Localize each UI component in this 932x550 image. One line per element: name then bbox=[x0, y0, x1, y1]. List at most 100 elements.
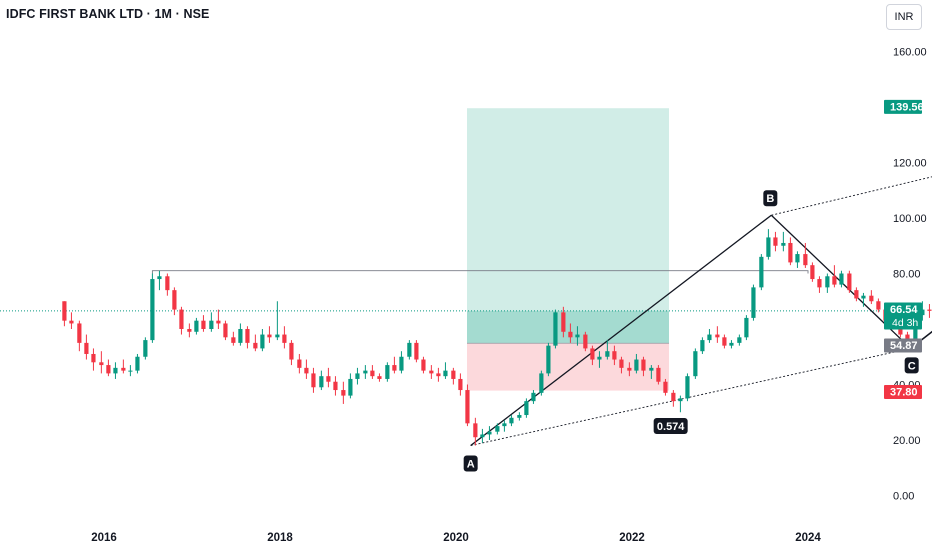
currency-button[interactable]: INR bbox=[886, 4, 922, 30]
candle-body bbox=[267, 334, 272, 338]
candle-body bbox=[157, 276, 162, 280]
time-tick: 2020 bbox=[443, 532, 469, 544]
point-c-marker: C bbox=[904, 357, 919, 374]
candle bbox=[795, 251, 800, 268]
candle bbox=[495, 423, 500, 435]
candle-body bbox=[458, 378, 463, 391]
candle bbox=[751, 284, 756, 321]
candle-body bbox=[495, 426, 500, 432]
candle bbox=[231, 331, 236, 346]
candle-body bbox=[751, 287, 756, 318]
candle bbox=[766, 229, 771, 260]
candle-body bbox=[546, 345, 551, 374]
candle bbox=[157, 270, 162, 291]
candle-body bbox=[311, 373, 316, 388]
candle bbox=[77, 320, 82, 352]
candle-body bbox=[781, 242, 786, 246]
target-price-label-bg bbox=[884, 99, 922, 114]
last-price-label-text: 66.54 bbox=[890, 304, 918, 316]
candle bbox=[927, 304, 932, 318]
candle bbox=[363, 365, 368, 379]
candle bbox=[759, 254, 764, 291]
candle-body bbox=[920, 309, 925, 316]
symbol-title[interactable]: IDFC FIRST BANK LTD · 1M · NSE bbox=[6, 7, 210, 21]
time-tick: 2016 bbox=[91, 532, 117, 544]
candle bbox=[172, 287, 177, 316]
candle bbox=[377, 373, 382, 382]
candle bbox=[150, 273, 155, 343]
candle-body bbox=[135, 356, 140, 371]
candle-body bbox=[759, 256, 764, 288]
candle-body bbox=[729, 342, 734, 346]
candle-body bbox=[583, 334, 588, 349]
candle-body bbox=[275, 334, 280, 338]
candle bbox=[788, 237, 793, 266]
candle-body bbox=[561, 312, 566, 332]
candle bbox=[443, 362, 448, 379]
candle bbox=[605, 340, 610, 360]
candle-body bbox=[656, 367, 661, 382]
candle bbox=[297, 353, 302, 374]
candle bbox=[355, 367, 360, 385]
candle-body bbox=[216, 320, 221, 324]
candle-body bbox=[715, 334, 720, 338]
candle-body bbox=[399, 356, 404, 371]
candle-body bbox=[84, 342, 89, 354]
candle bbox=[407, 340, 412, 360]
candle-body bbox=[861, 295, 866, 299]
candle-body bbox=[744, 317, 749, 338]
stop-price-label-text: 37.80 bbox=[890, 386, 918, 398]
candle bbox=[128, 365, 133, 377]
candle-body bbox=[832, 276, 837, 285]
candle bbox=[429, 365, 434, 379]
candle bbox=[238, 323, 243, 346]
candle-body bbox=[502, 423, 507, 427]
time-tick: 2018 bbox=[267, 532, 293, 544]
candle bbox=[590, 345, 595, 366]
candle bbox=[803, 242, 808, 268]
candle-body bbox=[77, 323, 82, 343]
candle-body bbox=[773, 237, 778, 246]
candle-body bbox=[297, 359, 302, 368]
candle bbox=[289, 340, 294, 366]
time-axis[interactable]: 201620182020202220242026202820302032 bbox=[91, 532, 932, 544]
candle-body bbox=[509, 417, 514, 424]
candle-body bbox=[810, 265, 815, 280]
candle-body bbox=[847, 273, 852, 291]
price-tick: 100.00 bbox=[893, 213, 927, 225]
candle bbox=[839, 270, 844, 288]
candle bbox=[392, 356, 397, 374]
candle-body bbox=[869, 295, 874, 302]
candle bbox=[502, 420, 507, 432]
candle-body bbox=[612, 351, 617, 360]
candle-body bbox=[619, 359, 624, 368]
candle bbox=[187, 323, 192, 338]
candle bbox=[216, 309, 221, 329]
candle-body bbox=[363, 370, 368, 374]
candle bbox=[326, 367, 331, 388]
target-price-label-text: 139.56 bbox=[890, 101, 924, 113]
candle bbox=[773, 231, 778, 252]
candle-body bbox=[817, 279, 822, 288]
entry-price-label-text: 54.87 bbox=[890, 340, 918, 352]
candle-body bbox=[788, 242, 793, 263]
candle-body bbox=[201, 320, 206, 329]
candle-body bbox=[905, 334, 910, 341]
candle-body bbox=[69, 320, 74, 324]
candle-body bbox=[649, 367, 654, 371]
candle-body bbox=[443, 370, 448, 377]
candle-body bbox=[524, 401, 529, 416]
candle-body bbox=[597, 356, 602, 360]
candle bbox=[135, 353, 140, 374]
candle-body bbox=[231, 337, 236, 343]
candle bbox=[575, 326, 580, 346]
candle bbox=[487, 426, 492, 440]
candle bbox=[825, 273, 830, 293]
price-tick: 80.00 bbox=[893, 269, 921, 281]
candle bbox=[106, 359, 111, 377]
candle bbox=[634, 353, 639, 374]
stop-zone bbox=[467, 343, 669, 391]
candle-body bbox=[517, 415, 522, 418]
